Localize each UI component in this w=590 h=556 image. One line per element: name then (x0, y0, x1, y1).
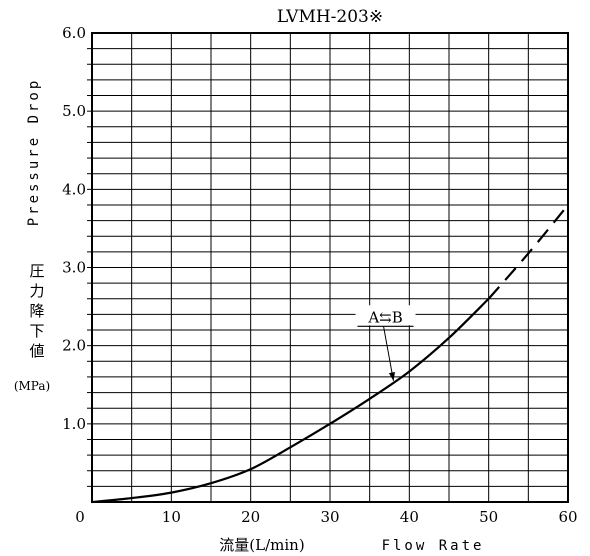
annotation-leader (383, 326, 394, 381)
y-tick-label: 5.0 (62, 102, 86, 120)
y-tick-label: 4.0 (62, 180, 86, 198)
y-axis-label-jp-char: 力 (29, 282, 44, 300)
x-axis-label-jp: 流量(L/min) (219, 536, 304, 554)
chart-axes (87, 32, 569, 503)
y-tick-label: 3.0 (62, 259, 86, 277)
x-tick-label: 10 (162, 508, 181, 526)
chart-grid (92, 33, 568, 502)
tick-labels: 0 10 20 30 40 50 60 1.0 2.0 3.0 4.0 5.0 6.0 (62, 24, 577, 526)
series-line-solid (91, 297, 490, 504)
annotation-background (355, 305, 416, 326)
x-tick-label: 60 (558, 508, 577, 526)
series-line-dashed (487, 204, 569, 300)
annotation-arrowhead (388, 371, 395, 381)
series-annotation: A⇆B (355, 305, 416, 381)
chart-series (91, 204, 569, 504)
x-tick-label: 50 (479, 508, 498, 526)
y-tick-label: 2.0 (62, 337, 86, 355)
y-axis-label-jp-char: 値 (29, 342, 44, 360)
x-tick-label: 20 (241, 508, 260, 526)
y-tick-label: 1.0 (62, 415, 86, 433)
annotation-label: A⇆B (367, 308, 402, 326)
y-axis-unit: (MPa) (14, 379, 50, 393)
y-axis-label-en: Pressure Drop (26, 78, 42, 227)
x-tick-label: 30 (320, 508, 339, 526)
x-tick-label: 0 (75, 508, 85, 526)
y-axis-label-jp-char: 下 (29, 322, 44, 340)
y-tick-label: 6.0 (62, 24, 86, 42)
y-axis-label-jp-char: 降 (29, 302, 44, 320)
y-axis-label-jp-char: 圧 (29, 262, 44, 280)
chart-title: LVMH-203※ (277, 7, 383, 27)
x-axis-label-en: Flow Rate (382, 538, 485, 554)
x-tick-label: 40 (400, 508, 419, 526)
